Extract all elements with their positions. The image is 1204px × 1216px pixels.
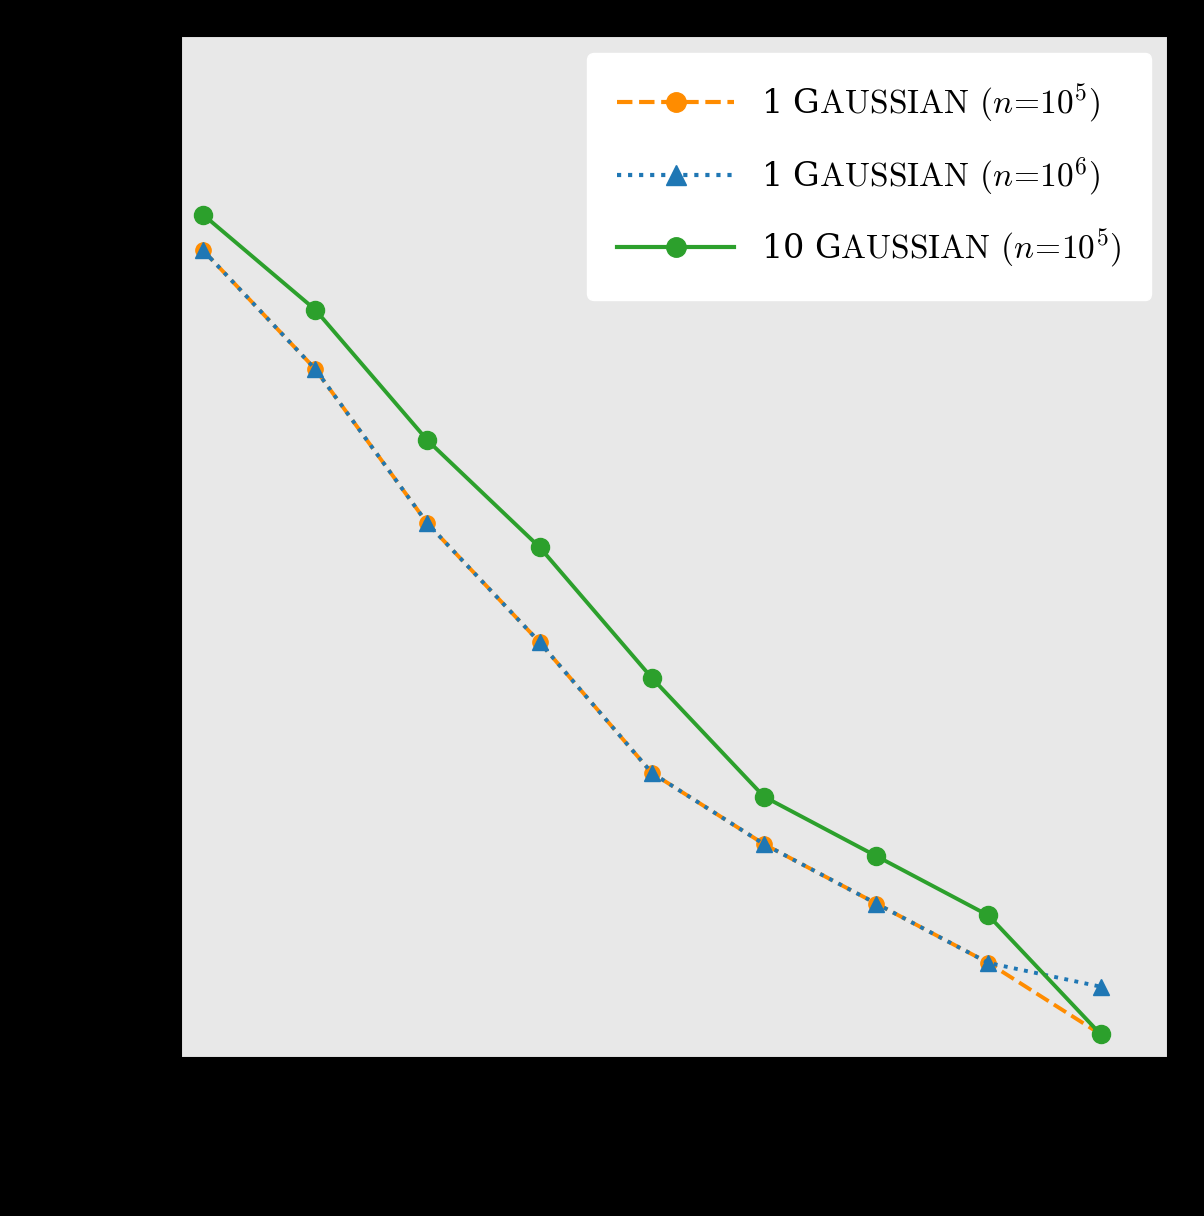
X-axis label: Radius $r$: Radius $r$ xyxy=(579,1126,769,1170)
Y-axis label: Certified accuracy [%]: Certified accuracy [%] xyxy=(59,293,102,801)
Legend: 1 G$\rm{AUSSIAN}$ $(n\!=\!10^5)$, 1 G$\rm{AUSSIAN}$ $(n\!=\!10^6)$, 10 G$\rm{AUS: 1 G$\rm{AUSSIAN}$ $(n\!=\!10^5)$, 1 G$\r… xyxy=(588,54,1151,300)
